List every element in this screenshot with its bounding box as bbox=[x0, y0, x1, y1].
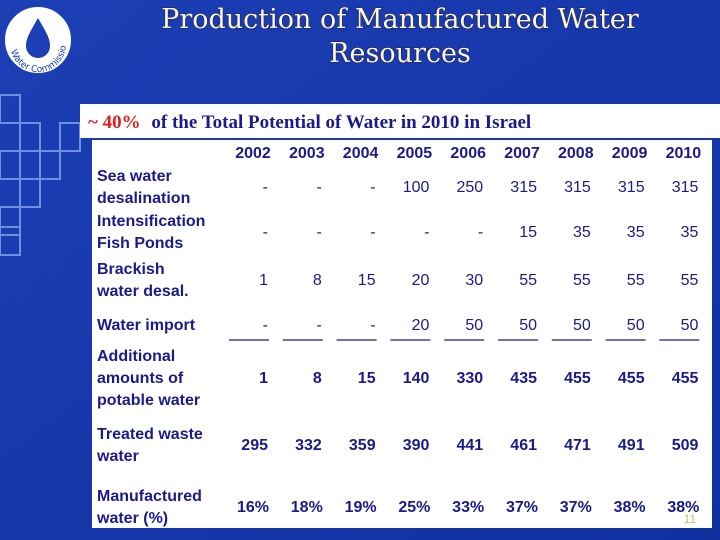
column-header: 2004 bbox=[343, 145, 379, 162]
row-label: Treated waste bbox=[97, 426, 203, 443]
subtitle-highlight: ~ 40% bbox=[88, 112, 141, 133]
column-header: 2008 bbox=[558, 145, 594, 162]
column-header: 2007 bbox=[504, 145, 540, 162]
page-number: 11 bbox=[684, 512, 697, 526]
cell: 140 bbox=[403, 370, 430, 387]
cell: 33% bbox=[452, 499, 484, 516]
cell: - bbox=[263, 317, 268, 334]
cell: - bbox=[263, 224, 268, 241]
cell: 100 bbox=[403, 179, 430, 196]
row-label: Water import bbox=[97, 317, 196, 334]
row-label: Manufactured bbox=[97, 488, 202, 505]
column-header: 2006 bbox=[450, 145, 486, 162]
cell: 15 bbox=[358, 272, 376, 289]
row-label: amounts of bbox=[97, 370, 184, 387]
cell: 38% bbox=[614, 499, 646, 516]
cell: 509 bbox=[672, 437, 699, 454]
cell: 455 bbox=[564, 370, 591, 387]
cell: 1 bbox=[259, 370, 268, 387]
row-label: Sea water bbox=[97, 168, 172, 185]
cell: 390 bbox=[403, 437, 430, 454]
cell: - bbox=[424, 224, 429, 241]
cell: 50 bbox=[465, 317, 483, 334]
title-line: Resources bbox=[329, 38, 471, 69]
subtitle-band bbox=[80, 104, 720, 138]
cell: 38% bbox=[667, 499, 699, 516]
cell: - bbox=[316, 317, 321, 334]
cell: 55 bbox=[681, 272, 699, 289]
subtitle: ~ 40% of the Total Potential of Water in… bbox=[88, 112, 531, 133]
cell: 295 bbox=[241, 437, 268, 454]
cell: 19% bbox=[345, 499, 377, 516]
cell: 435 bbox=[510, 370, 537, 387]
cell: 25% bbox=[398, 499, 430, 516]
cell: - bbox=[316, 179, 321, 196]
cell: 16% bbox=[237, 499, 269, 516]
row-label: potable water bbox=[97, 392, 200, 409]
cell: 55 bbox=[519, 272, 537, 289]
cell: - bbox=[370, 224, 375, 241]
cell: 471 bbox=[564, 437, 591, 454]
cell: 35 bbox=[681, 224, 699, 241]
cell: 55 bbox=[627, 272, 645, 289]
cell: 315 bbox=[618, 179, 645, 196]
cell: 332 bbox=[295, 437, 322, 454]
row-label: water bbox=[96, 448, 139, 465]
cell: 8 bbox=[313, 272, 322, 289]
row-label: Brackish bbox=[97, 261, 165, 278]
cell: 50 bbox=[519, 317, 537, 334]
cell: 455 bbox=[618, 370, 645, 387]
column-header: 2010 bbox=[666, 145, 702, 162]
row-label: Additional bbox=[97, 348, 175, 365]
cell: 330 bbox=[456, 370, 483, 387]
row-label: Intensification bbox=[97, 213, 205, 230]
cell: - bbox=[370, 179, 375, 196]
row-label: water desal. bbox=[96, 283, 189, 300]
column-header: 2003 bbox=[289, 145, 325, 162]
cell: 1 bbox=[259, 272, 268, 289]
cell: 315 bbox=[510, 179, 537, 196]
cell: 461 bbox=[510, 437, 537, 454]
cell: - bbox=[316, 224, 321, 241]
cell: 315 bbox=[672, 179, 699, 196]
cell: 315 bbox=[564, 179, 591, 196]
cell: 55 bbox=[573, 272, 591, 289]
cell: - bbox=[370, 317, 375, 334]
cell: 50 bbox=[573, 317, 591, 334]
cell: 15 bbox=[358, 370, 376, 387]
cell: 15 bbox=[519, 224, 537, 241]
column-header: 2005 bbox=[397, 145, 433, 162]
cell: 491 bbox=[618, 437, 645, 454]
cell: 8 bbox=[313, 370, 322, 387]
cell: - bbox=[263, 179, 268, 196]
cell: 359 bbox=[349, 437, 376, 454]
title-line: Production of Manufactured Water bbox=[161, 4, 639, 35]
cell: 20 bbox=[412, 317, 430, 334]
cell: 50 bbox=[627, 317, 645, 334]
cell: 441 bbox=[456, 437, 483, 454]
column-header: 2009 bbox=[612, 145, 648, 162]
cell: 455 bbox=[672, 370, 699, 387]
decoration bbox=[0, 94, 81, 256]
cell: 50 bbox=[681, 317, 699, 334]
table: 2002 2003 2004 2005 2006 2007 2008 2009 2010 Sea … bbox=[96, 145, 701, 527]
cell: 37% bbox=[560, 499, 592, 516]
column-header: 2002 bbox=[235, 145, 271, 162]
row-label: water (%) bbox=[96, 510, 168, 527]
cell: - bbox=[478, 224, 483, 241]
cell: 250 bbox=[456, 179, 483, 196]
cell: 35 bbox=[627, 224, 645, 241]
cell: 37% bbox=[506, 499, 538, 516]
cell: 30 bbox=[465, 272, 483, 289]
cell: 35 bbox=[573, 224, 591, 241]
row-label: Fish Ponds bbox=[97, 235, 183, 252]
cell: 20 bbox=[412, 272, 430, 289]
table-area bbox=[92, 140, 712, 528]
subtitle-rest: of the Total Potential of Water in 2010 … bbox=[151, 112, 531, 133]
row-label: desalination bbox=[97, 190, 190, 207]
cell: 18% bbox=[291, 499, 323, 516]
